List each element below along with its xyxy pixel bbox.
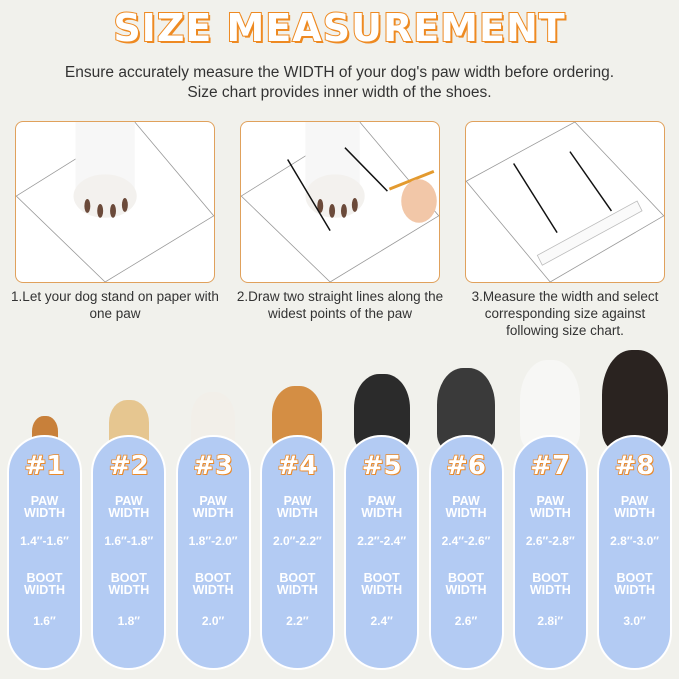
paw-width-label: PAW WIDTH (346, 494, 417, 520)
boot-width-label: BOOT WIDTH (599, 571, 670, 597)
label-line: WIDTH (614, 583, 656, 597)
step-3-image (465, 121, 665, 283)
label-line: PAW (367, 494, 396, 508)
size-number: #2 (108, 450, 149, 482)
paw-width-value: 2.0″-2.2″ (272, 534, 322, 548)
step-2-caption: 2.Draw two straight lines along the wide… (236, 289, 444, 321)
size-number: #8 (614, 450, 655, 482)
paw-width-label: PAW WIDTH (431, 494, 502, 520)
label-line: WIDTH (361, 506, 403, 520)
size-card: #5 PAW WIDTH 2.2″-2.4″ BOOT WIDTH 2.4″ (344, 435, 420, 670)
label-line: PAW (30, 494, 59, 508)
paw-width-value: 1.8″-2.0″ (188, 534, 238, 548)
size-card: #3 PAW WIDTH 1.8″-2.0″ BOOT WIDTH 2.0″ (175, 435, 251, 670)
step-1-image (15, 121, 215, 283)
size-number: #6 (445, 450, 486, 482)
boot-width-value: 2.4″ (370, 614, 393, 628)
size-number: #4 (277, 450, 318, 482)
label-line: PAW (620, 494, 649, 508)
boot-width-value: 2.2″ (286, 614, 309, 628)
subtitle: Ensure accurately measure the WIDTH of y… (0, 63, 679, 103)
label-line: BOOT (279, 571, 316, 585)
paw-width-label: PAW WIDTH (515, 494, 586, 520)
label-line: WIDTH (108, 583, 150, 597)
page-title: SIZE MEASUREMENT (112, 5, 566, 51)
step-2-image (240, 121, 440, 283)
boot-width-label: BOOT WIDTH (431, 571, 502, 597)
label-line: WIDTH (192, 583, 234, 597)
paw-width-value: 2.4″-2.6″ (441, 534, 491, 548)
label-line: PAW (115, 494, 143, 508)
paw-width-label: PAW WIDTH (93, 494, 164, 520)
dog-image (601, 350, 668, 450)
boot-width-value: 2.8i″ (537, 614, 564, 628)
boot-width-label: BOOT WIDTH (346, 571, 417, 597)
label-line: WIDTH (108, 506, 150, 520)
subtitle-line: Ensure accurately measure the WIDTH of y… (64, 64, 615, 81)
step-3-caption: 3.Measure the width and select correspon… (471, 289, 659, 338)
boot-width-value: 1.6″ (33, 614, 56, 628)
label-line: BOOT (195, 571, 232, 585)
label-line: PAW (452, 494, 480, 508)
size-card: #8 PAW WIDTH 2.8″-3.0″ BOOT WIDTH 3.0″ (597, 435, 673, 670)
label-line: WIDTH (529, 506, 571, 520)
paw-width-label: PAW WIDTH (262, 494, 333, 520)
size-card: #1 PAW WIDTH 1.4″-1.6″ BOOT WIDTH 1.6″ (7, 435, 82, 670)
boot-width-label: BOOT WIDTH (262, 571, 333, 597)
boot-width-label: BOOT WIDTH (9, 571, 80, 597)
size-card: #2 PAW WIDTH 1.6″-1.8″ BOOT WIDTH 1.8″ (91, 435, 167, 670)
label-line: PAW (199, 494, 227, 508)
paw-width-value: 2.2″-2.4″ (357, 534, 407, 548)
size-card: #7 PAW WIDTH 2.6″-2.8″ BOOT WIDTH 2.8i″ (512, 435, 588, 670)
subtitle-line: Size chart provides inner width of the s… (187, 84, 492, 101)
boot-width-value: 2.0″ (201, 614, 225, 628)
label-line: WIDTH (24, 583, 65, 597)
paw-width-value: 1.4″-1.6″ (20, 534, 69, 548)
label-line: BOOT (616, 571, 653, 585)
paw-width-value: 1.6″-1.8″ (104, 534, 154, 548)
boot-width-label: BOOT WIDTH (515, 571, 586, 597)
paw-width-label: PAW WIDTH (599, 494, 670, 520)
step-1-caption: 1.Let your dog stand on paper with one p… (11, 289, 219, 321)
label-line: WIDTH (614, 506, 656, 520)
paw-width-label: PAW WIDTH (178, 494, 249, 520)
size-number: #3 (192, 450, 234, 482)
paw-width-label: PAW WIDTH (9, 494, 80, 520)
label-line: WIDTH (529, 583, 571, 597)
label-line: WIDTH (276, 583, 318, 597)
size-number: #5 (361, 450, 402, 482)
size-number: #1 (24, 450, 65, 482)
label-line: BOOT (532, 571, 569, 585)
boot-width-value: 3.0″ (623, 614, 646, 628)
size-card: #4 PAW WIDTH 2.0″-2.2″ BOOT WIDTH 2.2″ (259, 435, 335, 670)
label-line: BOOT (447, 571, 485, 585)
label-line: WIDTH (445, 583, 487, 597)
label-line: WIDTH (276, 506, 318, 520)
label-line: PAW (283, 494, 312, 508)
label-line: WIDTH (192, 506, 234, 520)
boot-width-label: BOOT WIDTH (93, 571, 164, 597)
size-number: #7 (530, 450, 571, 482)
label-line: WIDTH (361, 583, 403, 597)
paw-width-value: 2.8″-3.0″ (610, 534, 660, 548)
boot-width-value: 1.8″ (117, 614, 141, 628)
paw-width-value: 2.6″-2.8″ (525, 534, 575, 548)
label-line: PAW (536, 494, 565, 508)
boot-width-value: 2.6″ (454, 614, 478, 628)
boot-width-label: BOOT WIDTH (178, 571, 249, 597)
size-card: #6 PAW WIDTH 2.4″-2.6″ BOOT WIDTH 2.6″ (428, 435, 504, 670)
label-line: WIDTH (24, 506, 65, 520)
label-line: BOOT (26, 571, 63, 585)
label-line: WIDTH (445, 506, 487, 520)
label-line: BOOT (110, 571, 147, 585)
label-line: BOOT (363, 571, 400, 585)
